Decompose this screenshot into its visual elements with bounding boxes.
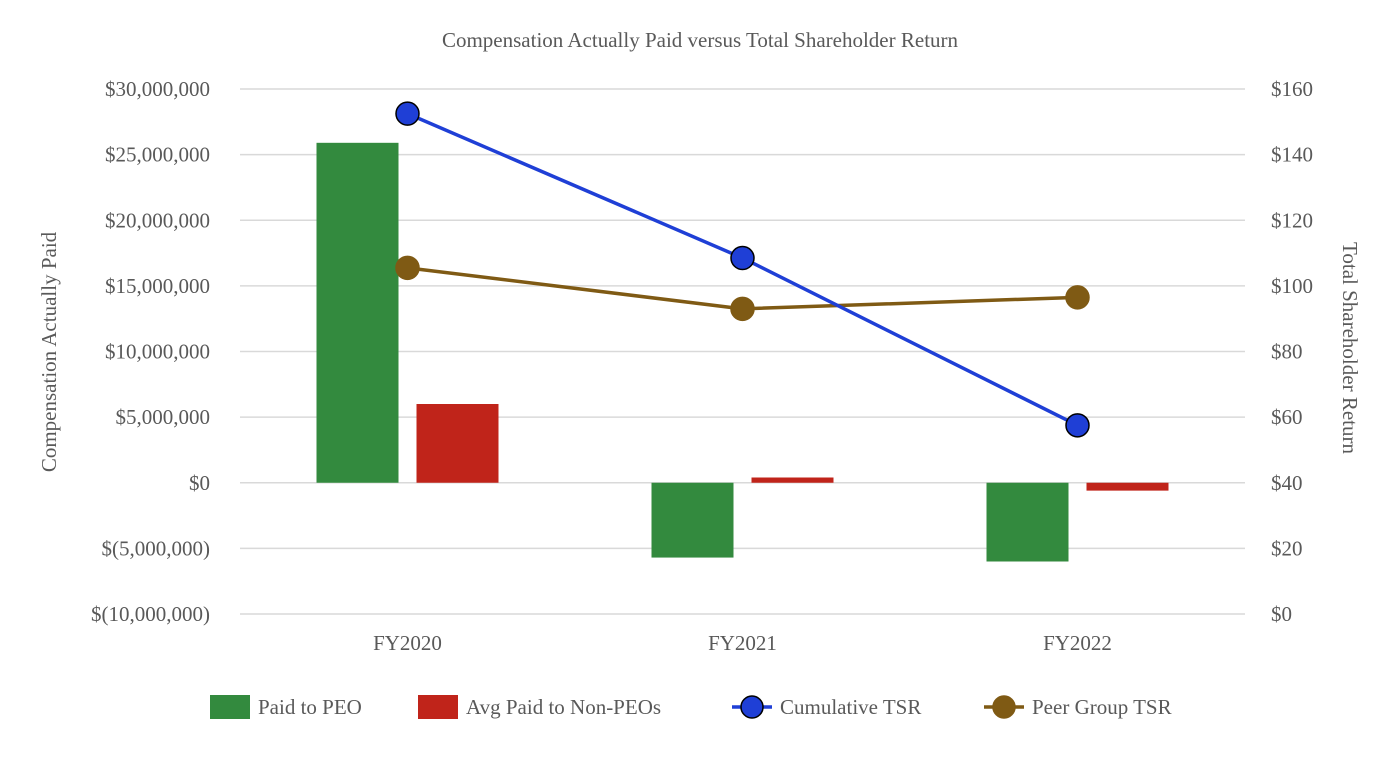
x-tick-label: FY2020 <box>373 631 442 655</box>
legend-label-avg-paid-to-non-peos: Avg Paid to Non-PEOs <box>466 695 661 719</box>
legend-marker-cumulative-tsr <box>740 695 764 719</box>
x-tick-label: FY2021 <box>708 631 777 655</box>
legend-label-peer-group-tsr: Peer Group TSR <box>1032 695 1172 719</box>
bar-paid-to-peo-fy2021 <box>651 482 734 558</box>
bar-avg-paid-to-non-peos-fy2021 <box>751 477 834 483</box>
y-tick-label: $5,000,000 <box>116 405 211 429</box>
bar-paid-to-peo-fy2022 <box>986 482 1069 562</box>
legend-marker-peer-group-tsr <box>992 695 1016 719</box>
y2-tick-label: $60 <box>1271 405 1303 429</box>
point-cumulative-tsr-fy2021 <box>730 245 755 271</box>
y-tick-label: $15,000,000 <box>105 274 210 298</box>
y2-tick-label: $160 <box>1271 77 1313 101</box>
bar-avg-paid-to-non-peos-fy2022 <box>1086 482 1169 491</box>
y-tick-label: $(5,000,000) <box>102 536 211 560</box>
left-axis-ticks: $30,000,000 $25,000,000 $20,000,000 $15,000… <box>91 77 210 626</box>
legend-label-cumulative-tsr: Cumulative TSR <box>780 695 921 719</box>
bar-paid-to-peo-fy2020 <box>316 142 399 483</box>
right-axis-ticks: $160 $140 $120 $100 $80 $60 $40 $20 $0 <box>1271 77 1313 626</box>
y-axis-title: Compensation Actually Paid <box>37 231 61 472</box>
line-series <box>395 101 1090 438</box>
y2-tick-label: $20 <box>1271 536 1303 560</box>
y-tick-label: $10,000,000 <box>105 340 210 364</box>
point-cumulative-tsr-fy2020 <box>395 101 420 126</box>
point-peer-group-tsr-fy2022 <box>1065 285 1090 310</box>
bar-avg-paid-to-non-peos-fy2020 <box>416 404 499 483</box>
y2-tick-label: $120 <box>1271 208 1313 232</box>
y-tick-label: $25,000,000 <box>105 143 210 167</box>
legend: Paid to PEO Avg Paid to Non-PEOs Cumulativ… <box>210 695 1172 719</box>
point-peer-group-tsr-fy2020 <box>395 255 420 281</box>
y2-tick-label: $80 <box>1271 340 1303 364</box>
gridlines <box>240 88 1245 615</box>
y-tick-label: $20,000,000 <box>105 208 210 232</box>
x-axis-ticks: FY2020 FY2021 FY2022 <box>373 631 1112 655</box>
y2-tick-label: $40 <box>1271 471 1303 495</box>
x-tick-label: FY2022 <box>1043 631 1112 655</box>
y-tick-label: $30,000,000 <box>105 77 210 101</box>
legend-swatch-avg-paid-to-non-peos <box>418 695 458 719</box>
point-cumulative-tsr-fy2022 <box>1065 413 1090 438</box>
y2-axis-title: Total Shareholder Return <box>1338 242 1362 454</box>
y2-tick-label: $0 <box>1271 602 1292 626</box>
bar-series <box>316 142 1169 562</box>
y-tick-label: $0 <box>189 471 210 495</box>
legend-label-paid-to-peo: Paid to PEO <box>258 695 362 719</box>
y2-tick-label: $140 <box>1271 143 1313 167</box>
y-tick-label: $(10,000,000) <box>91 602 210 626</box>
chart-title: Compensation Actually Paid versus Total … <box>442 28 959 52</box>
legend-swatch-paid-to-peo <box>210 695 250 719</box>
point-peer-group-tsr-fy2021 <box>730 296 755 322</box>
y2-tick-label: $100 <box>1271 274 1313 298</box>
